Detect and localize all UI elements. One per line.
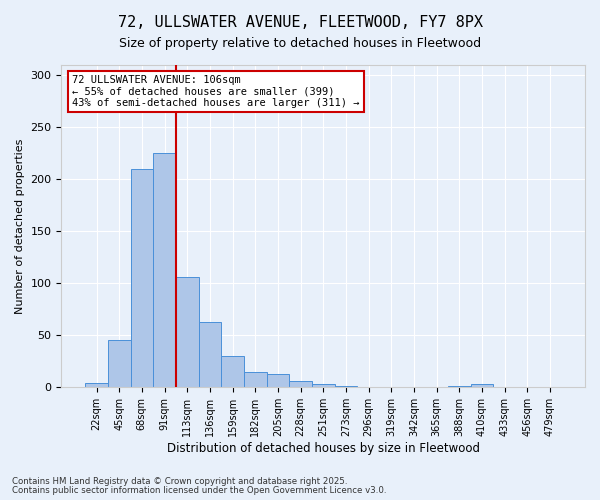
Text: Size of property relative to detached houses in Fleetwood: Size of property relative to detached ho… — [119, 38, 481, 51]
X-axis label: Distribution of detached houses by size in Fleetwood: Distribution of detached houses by size … — [167, 442, 480, 455]
Bar — [470, 384, 493, 388]
Text: 72 ULLSWATER AVENUE: 106sqm
← 55% of detached houses are smaller (399)
43% of se: 72 ULLSWATER AVENUE: 106sqm ← 55% of det… — [72, 74, 359, 108]
Text: Contains HM Land Registry data © Crown copyright and database right 2025.: Contains HM Land Registry data © Crown c… — [12, 477, 347, 486]
Y-axis label: Number of detached properties: Number of detached properties — [15, 138, 25, 314]
Bar — [131, 169, 153, 388]
Bar — [244, 372, 266, 388]
Bar — [199, 322, 221, 388]
Bar — [153, 154, 176, 388]
Bar — [176, 277, 199, 388]
Bar — [85, 383, 108, 388]
Bar — [312, 384, 335, 388]
Bar — [266, 374, 289, 388]
Bar — [221, 356, 244, 388]
Text: Contains public sector information licensed under the Open Government Licence v3: Contains public sector information licen… — [12, 486, 386, 495]
Text: 72, ULLSWATER AVENUE, FLEETWOOD, FY7 8PX: 72, ULLSWATER AVENUE, FLEETWOOD, FY7 8PX — [118, 15, 482, 30]
Bar — [289, 381, 312, 388]
Bar — [448, 386, 470, 388]
Bar — [108, 340, 131, 388]
Bar — [335, 386, 357, 388]
